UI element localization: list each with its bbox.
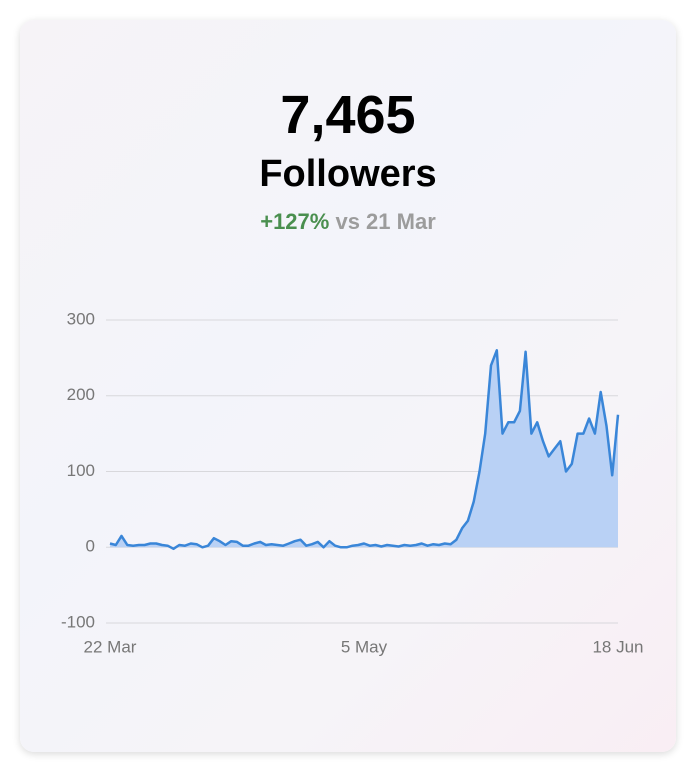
- card: [20, 20, 676, 752]
- follower-count: 7,465: [280, 85, 416, 145]
- change-line: +127% vs 21 Mar: [0, 209, 696, 235]
- y-tick-label: 200: [67, 385, 95, 404]
- y-tick-label: 100: [67, 461, 95, 480]
- line: [109, 349, 620, 551]
- x-tick-label: 18 Jun: [592, 637, 643, 656]
- metric-label: Followers: [259, 153, 437, 195]
- y-tick-label: 0: [86, 537, 95, 556]
- change: +127%: [260, 209, 330, 234]
- y-tick-label: -100: [61, 612, 95, 631]
- x-tick-label: 22 Mar: [84, 637, 137, 656]
- x-tick-label: 5 May: [341, 637, 388, 656]
- comparison: vs 21 Mar: [335, 209, 436, 234]
- area-fill: [110, 350, 618, 549]
- y-tick-label: 300: [67, 309, 95, 328]
